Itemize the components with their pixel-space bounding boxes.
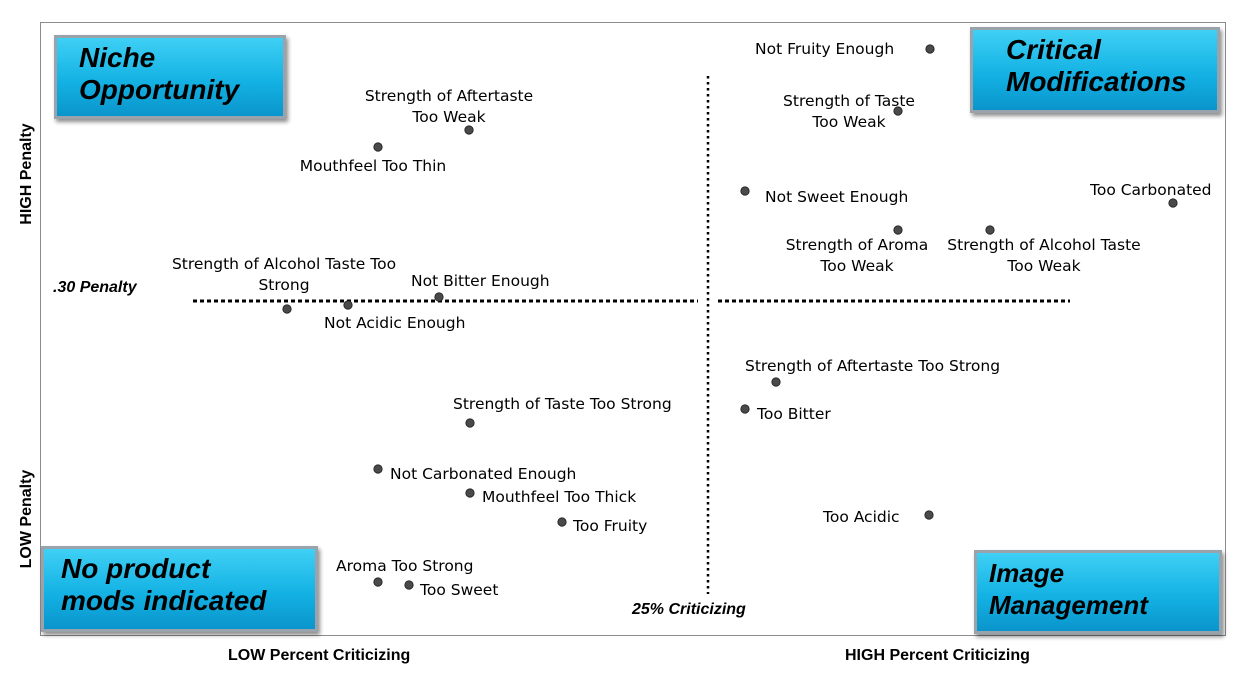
data-point [985,225,995,235]
data-point-label: Aroma Too Strong [336,557,473,575]
data-point-group: Not Carbonated Enough [373,464,576,483]
quadrant-label-line: Critical [1006,34,1101,65]
data-point-label: Not Sweet Enough [765,188,908,206]
data-point-label: Too Fruity [572,517,647,535]
data-point-label: Too Bitter [756,405,831,423]
data-point-group: Not Bitter Enough [411,272,550,302]
points-layer: Not Fruity Enough Strength of Taste Too We… [172,40,1212,599]
data-point-group: Strength of Aroma Too Weak [786,225,929,275]
data-point-label: Too Weak [1006,257,1080,275]
quadrant-label-line: Management [989,590,1148,620]
data-point [557,517,567,527]
quadrant-label-line: Image [989,558,1065,588]
data-point [282,304,292,314]
data-point-group: Too Bitter [740,404,831,423]
data-point [465,488,475,498]
data-point-group: Strength of Aftertaste Too Weak [365,87,533,135]
data-point [771,377,781,387]
data-point [1168,198,1178,208]
data-point [343,300,353,310]
data-point [924,510,934,520]
data-point-group: Too Fruity [557,517,647,535]
data-point-label: Not Bitter Enough [411,272,550,290]
data-point-group: Strength of Alcohol Taste Too Weak [947,225,1141,275]
data-point-label: Too Weak [819,257,893,275]
x-axis-label-high: HIGH Percent Criticizing [845,647,1030,664]
data-point [373,142,383,152]
data-point-label: Strong [258,276,309,294]
quadrant-label-line: Opportunity [79,74,240,105]
data-point-group: Too Carbonated [1089,181,1212,208]
data-point-group: Aroma Too Strong [336,557,473,587]
data-point-group: Mouthfeel Too Thin [300,142,447,175]
quadrant-label-line: No product [61,553,211,584]
data-point-label: Too Weak [811,113,885,131]
data-point-label: Strength of Taste [783,92,915,110]
quadrant-critical-modifications: Critical Modifications [970,27,1220,113]
data-point-label: Too Acidic [822,508,900,526]
data-point [740,404,750,414]
data-point-group: Strength of Taste Too Strong [453,395,672,428]
quadrant-label-line: mods indicated [61,585,267,616]
data-point-group: Too Sweet [404,580,498,599]
data-point [464,125,474,135]
quadrant-label-line: Niche [79,42,156,73]
data-point-label: Too Weak [411,108,485,126]
data-point [893,225,903,235]
data-point-group: Not Sweet Enough [740,186,908,206]
data-point-label: Strength of Aftertaste [365,87,533,105]
data-point-group: Strength of Aftertaste Too Strong [745,357,1000,387]
data-point [373,464,383,474]
quadrant-label-line: Modifications [1006,66,1187,97]
penalty-threshold-label: .30 Penalty [53,279,137,296]
data-point-group: Strength of Alcohol Taste Too Strong [172,255,396,314]
data-point-group: Mouthfeel Too Thick [465,488,636,506]
quadrant-niche-opportunity: Niche Opportunity [54,35,286,119]
data-point [925,44,935,54]
data-point-label: Strength of Taste Too Strong [453,395,672,413]
data-point [893,106,903,116]
quadrant-image-management: Image Management [974,550,1222,634]
data-point-label: Not Acidic Enough [324,314,465,332]
data-point-group: Strength of Taste Too Weak [783,92,915,131]
quadrant-no-product-mods: No product mods indicated [41,546,318,632]
x-axis-label-low: LOW Percent Criticizing [228,647,411,664]
data-point-group: Not Acidic Enough [324,300,465,332]
data-point [373,577,383,587]
data-point-group: Too Acidic [822,508,934,526]
data-point-label: Mouthfeel Too Thin [300,157,447,175]
data-point-label: Too Sweet [419,581,498,599]
y-axis-label-low: LOW Penalty [18,469,35,569]
criticizing-threshold-label: 25% Criticizing [632,601,746,618]
y-axis-label-high: HIGH Penalty [18,123,35,225]
data-point-group: Not Fruity Enough [755,40,935,58]
data-point-label: Strength of Aftertaste Too Strong [745,357,1000,375]
data-point-label: Strength of Alcohol Taste [947,236,1140,254]
data-point-label: Not Carbonated Enough [390,465,576,483]
plot-area [40,22,1226,636]
data-point-label: Strength of Alcohol Taste Too [172,255,396,273]
data-point-label: Strength of Aroma [786,236,929,254]
data-point-label: Too Carbonated [1089,181,1212,199]
data-point [740,186,750,196]
data-point-label: Mouthfeel Too Thick [482,488,636,506]
data-point [404,580,414,590]
data-point-label: Not Fruity Enough [755,40,894,58]
data-point [465,418,475,428]
data-point [434,292,444,302]
